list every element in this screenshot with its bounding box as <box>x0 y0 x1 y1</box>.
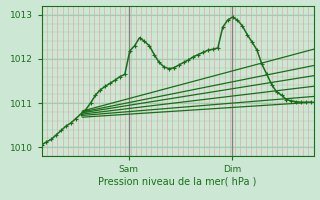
X-axis label: Pression niveau de la mer( hPa ): Pression niveau de la mer( hPa ) <box>99 177 257 187</box>
